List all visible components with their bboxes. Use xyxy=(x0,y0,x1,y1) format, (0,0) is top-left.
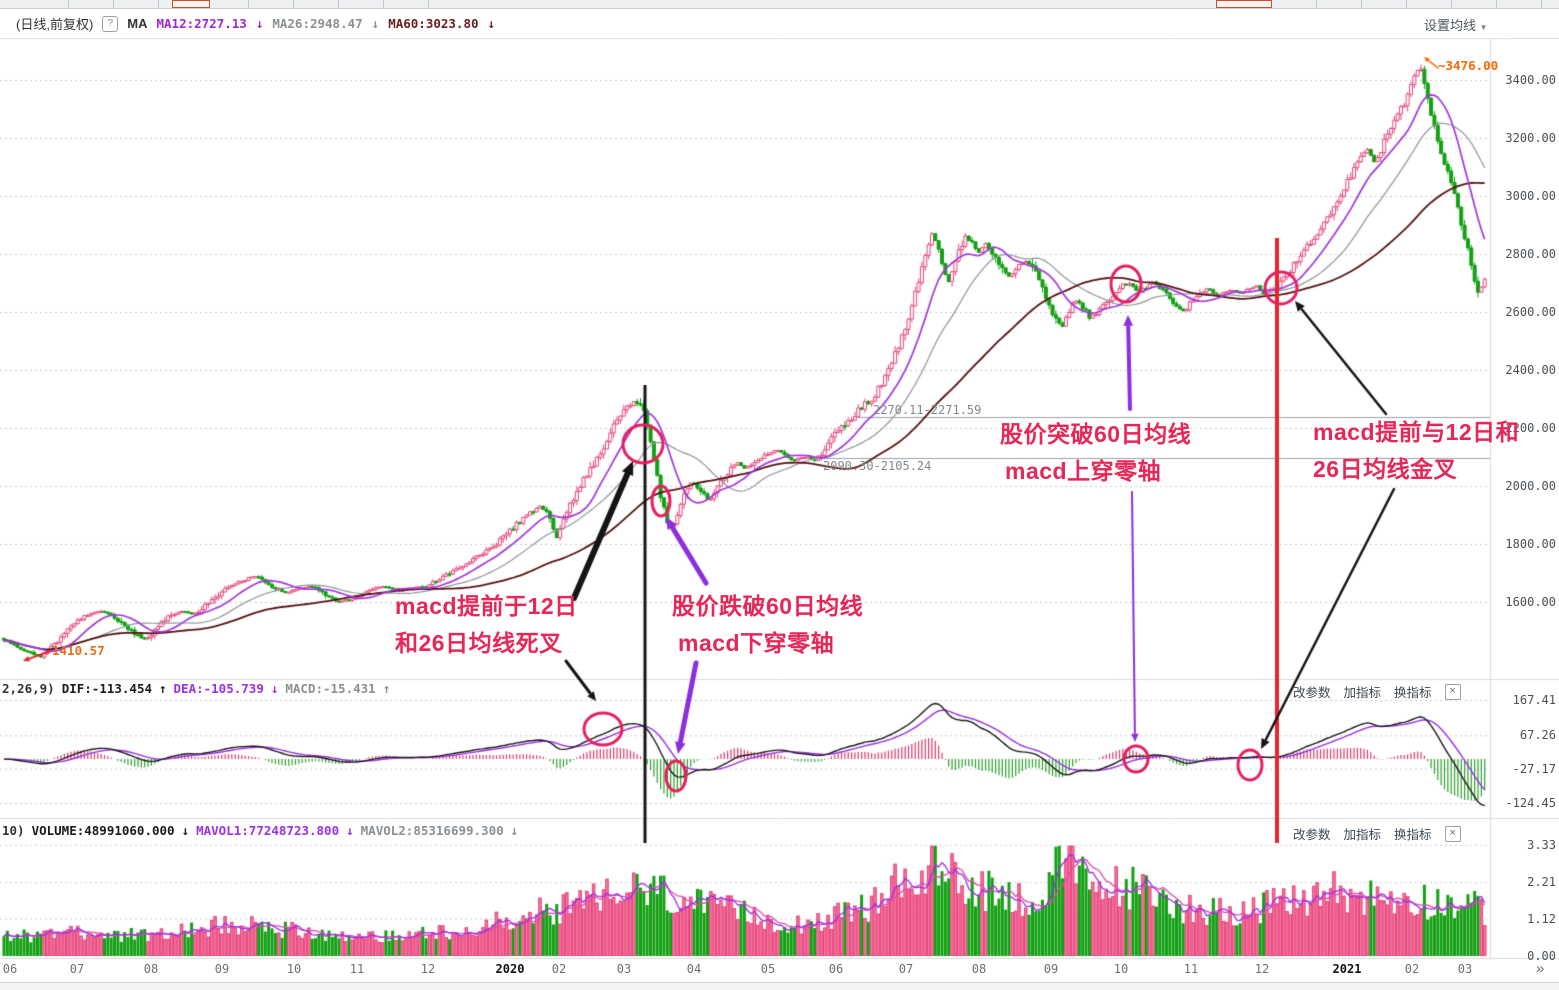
switch-indicator-button[interactable]: 换指标 xyxy=(1394,686,1432,700)
month-tick: 11 xyxy=(349,962,365,976)
volume-value: VOLUME:48991060.000 xyxy=(31,823,175,838)
mavol2-down-arrow-icon: ↓ xyxy=(510,823,519,838)
month-tick: 11 xyxy=(1183,962,1199,976)
change-params-button[interactable]: 改参数 xyxy=(1293,686,1331,700)
macd-pane-buttons: 改参数 加指标 换指标 × xyxy=(1293,682,1461,701)
macd-tick: -27.17 xyxy=(1512,761,1556,776)
macd-params: 2,26,9) xyxy=(2,681,55,696)
dea-down-arrow-icon: ↓ xyxy=(270,681,279,696)
month-tick: 07 xyxy=(69,962,85,976)
status-bar xyxy=(0,982,1559,990)
month-tick: 09 xyxy=(214,962,230,976)
price-tick: 2400.00 xyxy=(1505,363,1556,377)
mavol2-value: MAVOL2:85316699.300 xyxy=(360,823,504,838)
month-tick: 03 xyxy=(616,962,632,976)
dif-up-arrow-icon: ↑ xyxy=(159,681,167,696)
price-tick: 3400.00 xyxy=(1505,73,1556,87)
month-tick: 06 xyxy=(2,962,18,976)
gap-price-label-2: 2090.30-2105.24 xyxy=(823,459,932,473)
volume-down-arrow-icon: ↓ xyxy=(181,823,190,838)
macd-header: 2,26,9) DIF:-113.454 ↑ DEA:-105.739 ↓ MA… xyxy=(0,680,902,697)
month-tick: 08 xyxy=(143,962,159,976)
ma-label: MA xyxy=(127,16,148,31)
change-params-button-2[interactable]: 改参数 xyxy=(1293,828,1331,842)
price-tick: 1800.00 xyxy=(1505,537,1556,551)
dif-value: DIF:-113.454 xyxy=(61,681,152,696)
price-tick: 2800.00 xyxy=(1505,247,1556,261)
price-tick: 3000.00 xyxy=(1505,189,1556,203)
ma26-down-arrow-icon: ↓ xyxy=(371,16,380,31)
price-tick: 2000.00 xyxy=(1505,479,1556,493)
add-indicator-button[interactable]: 加指标 xyxy=(1343,686,1382,700)
volume-tick: 0.00 xyxy=(1527,949,1556,963)
period-tabs-left[interactable] xyxy=(24,0,470,8)
month-tick: 09 xyxy=(1043,962,1059,976)
volume-tick: 2.21 xyxy=(1527,875,1556,890)
gap-price-label-1: 2270.11-2271.59 xyxy=(873,403,982,417)
volume-tick: 1.12 xyxy=(1527,911,1556,926)
period-tab-selected[interactable] xyxy=(172,0,210,8)
dea-value: DEA:-105.739 xyxy=(173,681,264,696)
month-tick: 08 xyxy=(971,962,987,976)
period-tab-selected-2[interactable] xyxy=(1216,0,1272,8)
kline-header: (日线,前复权) ? MA MA12:2727.13 ↓ MA26:2948.4… xyxy=(0,9,1506,38)
caret-down-icon: ▼ xyxy=(1479,23,1488,32)
macd-tick: 167.41 xyxy=(1512,693,1556,707)
switch-indicator-button-2[interactable]: 换指标 xyxy=(1394,828,1432,842)
volume-header: 10) VOLUME:48991060.000 ↓ MAVOL1:7724872… xyxy=(0,822,902,839)
ma-settings-label: 设置均线 xyxy=(1424,18,1477,33)
month-tick: 2020 xyxy=(495,962,525,976)
month-tick: 02 xyxy=(1404,962,1420,976)
mavol1-value: MAVOL1:77248723.800 xyxy=(196,823,340,838)
ma60-value: MA60:3023.80 xyxy=(388,16,479,31)
low-price-label: 1410.57 xyxy=(52,643,105,658)
ma60-down-arrow-icon: ↓ xyxy=(487,16,496,31)
close-volume-pane-icon[interactable]: × xyxy=(1444,825,1461,842)
vol-params: 10) xyxy=(2,823,25,838)
ma12-value: MA12:2727.13 xyxy=(156,16,247,31)
macd-tick: -124.45 xyxy=(1505,795,1556,810)
month-tick: 12 xyxy=(420,962,436,976)
help-icon[interactable]: ? xyxy=(102,15,119,32)
macd-up-arrow-icon: ↑ xyxy=(382,681,391,696)
period-tabs-right[interactable] xyxy=(1272,0,1542,8)
volume-tick: 3.33 xyxy=(1527,837,1556,852)
month-tick: 05 xyxy=(760,962,776,976)
scroll-more-icon[interactable]: » xyxy=(1536,960,1545,977)
close-macd-pane-icon[interactable]: × xyxy=(1444,683,1461,700)
month-tick: 07 xyxy=(898,962,914,976)
ma26-value: MA26:2948.47 xyxy=(272,16,363,31)
month-tick: 12 xyxy=(1254,962,1270,976)
month-tick: 03 xyxy=(1457,962,1473,976)
chart-mode-label: (日线,前复权) xyxy=(16,17,94,32)
price-tick: 2200.00 xyxy=(1505,421,1556,435)
month-tick: 06 xyxy=(828,962,844,976)
price-tick: 1600.00 xyxy=(1505,595,1556,609)
price-tick: 2600.00 xyxy=(1505,305,1556,319)
mavol1-down-arrow-icon: ↓ xyxy=(346,823,354,838)
macd-tick: 67.26 xyxy=(1519,728,1556,743)
add-indicator-button-2[interactable]: 加指标 xyxy=(1343,828,1382,842)
high-price-label: ~3476.00 xyxy=(1438,58,1499,73)
ma-settings-dropdown[interactable]: 设置均线 ▼ xyxy=(1424,15,1488,34)
month-tick: 10 xyxy=(286,962,302,976)
month-tick: 04 xyxy=(686,962,702,976)
price-tick: 3200.00 xyxy=(1505,131,1556,145)
ma12-down-arrow-icon: ↓ xyxy=(255,16,264,31)
period-tabbar xyxy=(0,0,1559,9)
volume-pane-buttons: 改参数 加指标 换指标 × xyxy=(1293,824,1461,843)
macd-value: MACD:-15.431 xyxy=(285,681,376,696)
month-tick: 2021 xyxy=(1332,962,1362,976)
month-tick: 02 xyxy=(551,962,567,976)
month-tick: 10 xyxy=(1113,962,1129,976)
